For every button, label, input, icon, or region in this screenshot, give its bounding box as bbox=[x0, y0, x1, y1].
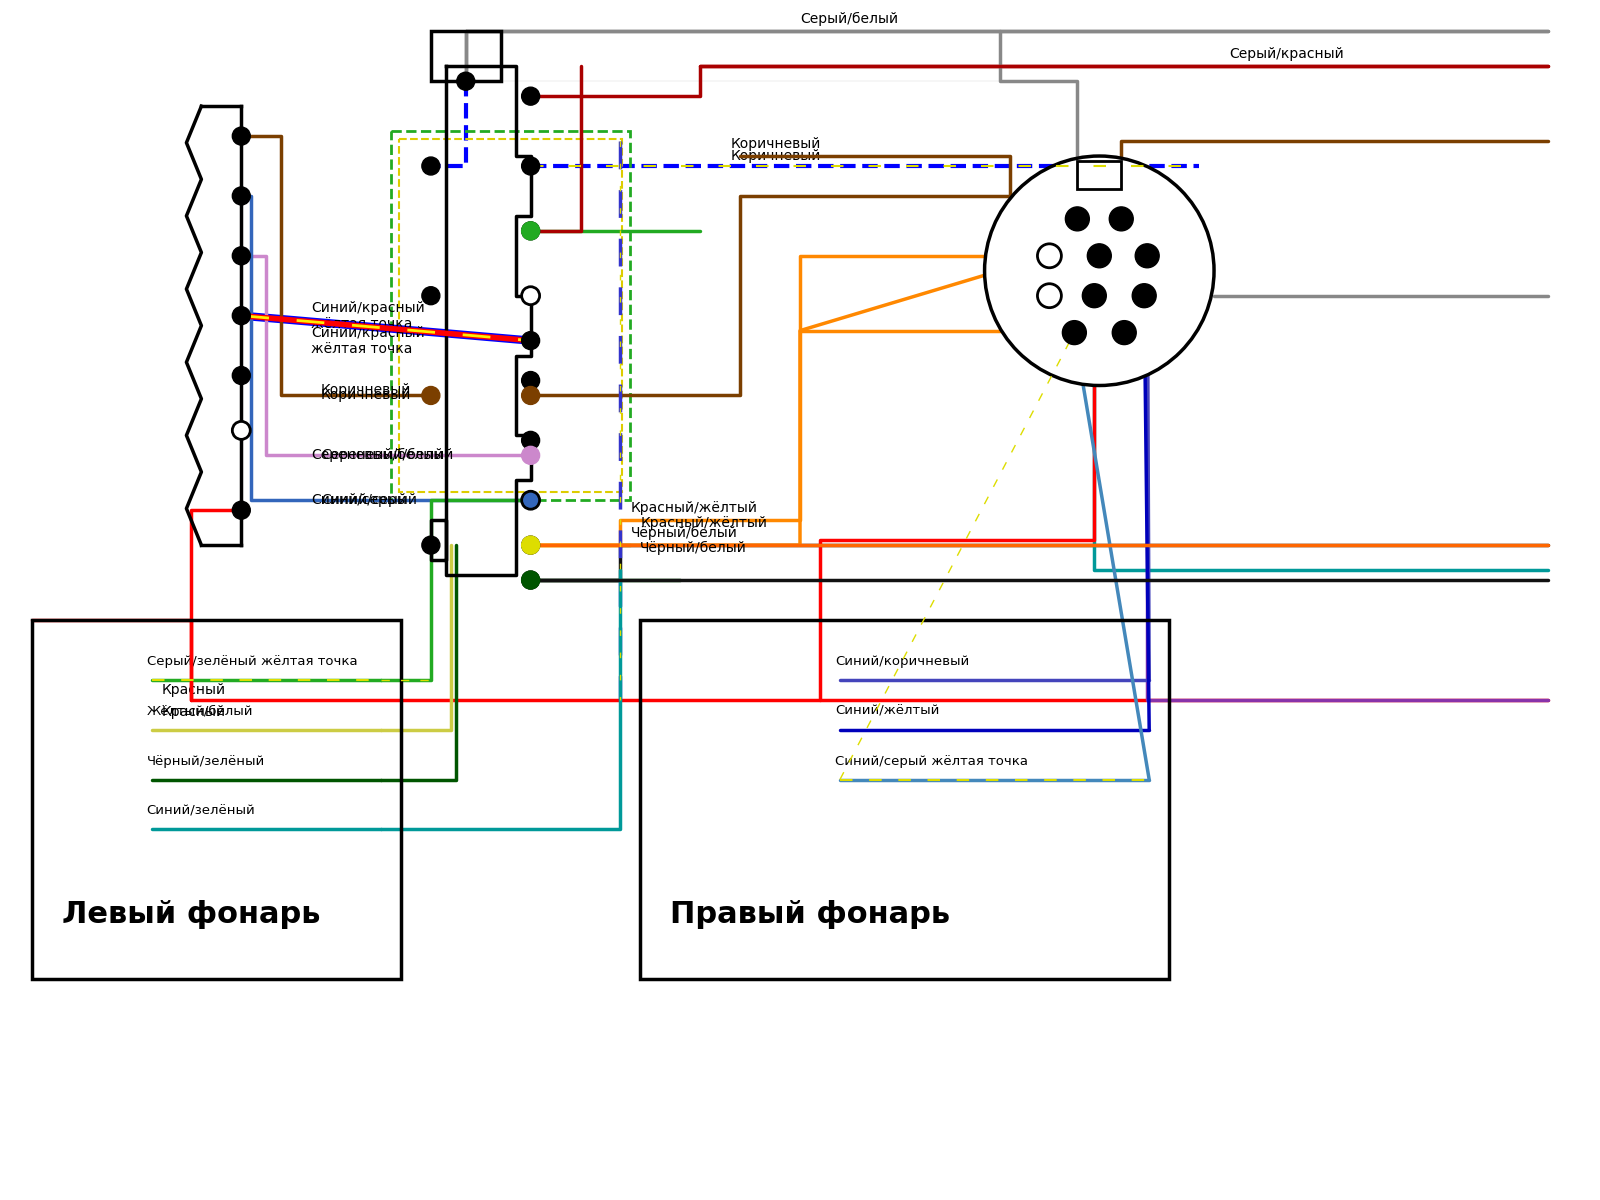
Circle shape bbox=[232, 187, 250, 205]
Circle shape bbox=[422, 157, 440, 175]
Circle shape bbox=[522, 491, 539, 509]
Text: Чёрный/зелёный: Чёрный/зелёный bbox=[147, 755, 264, 768]
Circle shape bbox=[984, 156, 1214, 385]
Circle shape bbox=[522, 331, 539, 349]
Circle shape bbox=[522, 446, 539, 464]
Circle shape bbox=[522, 571, 539, 589]
Circle shape bbox=[232, 366, 250, 384]
Text: Жёлтый/белый: Жёлтый/белый bbox=[147, 704, 253, 718]
Text: Чёрный/белый: Чёрный/белый bbox=[630, 526, 738, 540]
Text: Сереневый/белый: Сереневый/белый bbox=[322, 449, 453, 462]
Circle shape bbox=[1112, 320, 1136, 344]
Text: Красный/жёлтый: Красный/жёлтый bbox=[640, 516, 768, 530]
Text: Синий/серый: Синий/серый bbox=[322, 493, 418, 508]
Text: Коричневый: Коричневый bbox=[730, 149, 821, 163]
Bar bbox=[398, 139, 622, 492]
Text: Синий/серый жёлтая точка: Синий/серый жёлтая точка bbox=[835, 755, 1027, 768]
Circle shape bbox=[522, 431, 539, 449]
Circle shape bbox=[232, 421, 250, 439]
Circle shape bbox=[522, 157, 539, 175]
Circle shape bbox=[522, 536, 539, 554]
Circle shape bbox=[522, 222, 539, 240]
Text: Серый/красный: Серый/красный bbox=[1229, 47, 1344, 61]
Text: Синий/серый: Синий/серый bbox=[310, 493, 406, 508]
Text: Левый фонарь: Левый фонарь bbox=[62, 900, 320, 929]
Circle shape bbox=[1133, 283, 1157, 307]
Bar bbox=[640, 620, 1170, 979]
Text: Красный: Красный bbox=[162, 704, 226, 719]
Text: Коричневый: Коричневый bbox=[730, 137, 821, 151]
Circle shape bbox=[1062, 320, 1086, 344]
Circle shape bbox=[522, 88, 539, 106]
Text: Красный/жёлтый: Красный/жёлтый bbox=[630, 502, 757, 515]
Circle shape bbox=[522, 536, 539, 554]
Circle shape bbox=[1082, 283, 1106, 307]
Circle shape bbox=[422, 287, 440, 305]
Bar bbox=[32, 620, 402, 979]
Circle shape bbox=[1037, 244, 1061, 268]
Circle shape bbox=[522, 222, 539, 240]
Circle shape bbox=[232, 247, 250, 265]
Circle shape bbox=[522, 491, 539, 509]
Bar bbox=[390, 131, 630, 500]
Circle shape bbox=[232, 502, 250, 520]
Circle shape bbox=[422, 386, 440, 404]
Circle shape bbox=[232, 127, 250, 145]
Text: Коричневый: Коричневый bbox=[322, 384, 411, 397]
Circle shape bbox=[1088, 244, 1112, 268]
Text: Синий/коричневый: Синий/коричневый bbox=[835, 655, 970, 668]
Circle shape bbox=[522, 571, 539, 589]
Circle shape bbox=[1037, 283, 1061, 307]
Bar bbox=[1077, 161, 1122, 188]
Text: Сереневый/белый: Сереневый/белый bbox=[310, 449, 443, 462]
Text: Красный: Красный bbox=[162, 683, 226, 697]
Text: Синий/зелёный: Синий/зелёный bbox=[147, 804, 256, 817]
Circle shape bbox=[1136, 244, 1158, 268]
Circle shape bbox=[422, 536, 440, 554]
Text: Чёрный/белый: Чёрный/белый bbox=[640, 541, 747, 556]
Text: Серый/белый: Серый/белый bbox=[800, 12, 898, 26]
Text: Синий/красный
жёлтая точка: Синий/красный жёлтая точка bbox=[310, 325, 426, 355]
Bar bbox=[430, 31, 501, 82]
Circle shape bbox=[1066, 206, 1090, 230]
Text: Правый фонарь: Правый фонарь bbox=[670, 900, 950, 929]
Circle shape bbox=[232, 307, 250, 325]
Text: Коричневый: Коричневый bbox=[322, 389, 411, 402]
Circle shape bbox=[456, 72, 475, 90]
Circle shape bbox=[522, 386, 539, 404]
Circle shape bbox=[522, 287, 539, 305]
Text: Серый/зелёный жёлтая точка: Серый/зелёный жёлтая точка bbox=[147, 655, 357, 668]
Circle shape bbox=[522, 372, 539, 390]
Circle shape bbox=[1109, 206, 1133, 230]
Text: Синий/красный
жёлтая точка: Синий/красный жёлтая точка bbox=[310, 300, 426, 331]
Text: Синий/жёлтый: Синий/жёлтый bbox=[835, 704, 939, 718]
